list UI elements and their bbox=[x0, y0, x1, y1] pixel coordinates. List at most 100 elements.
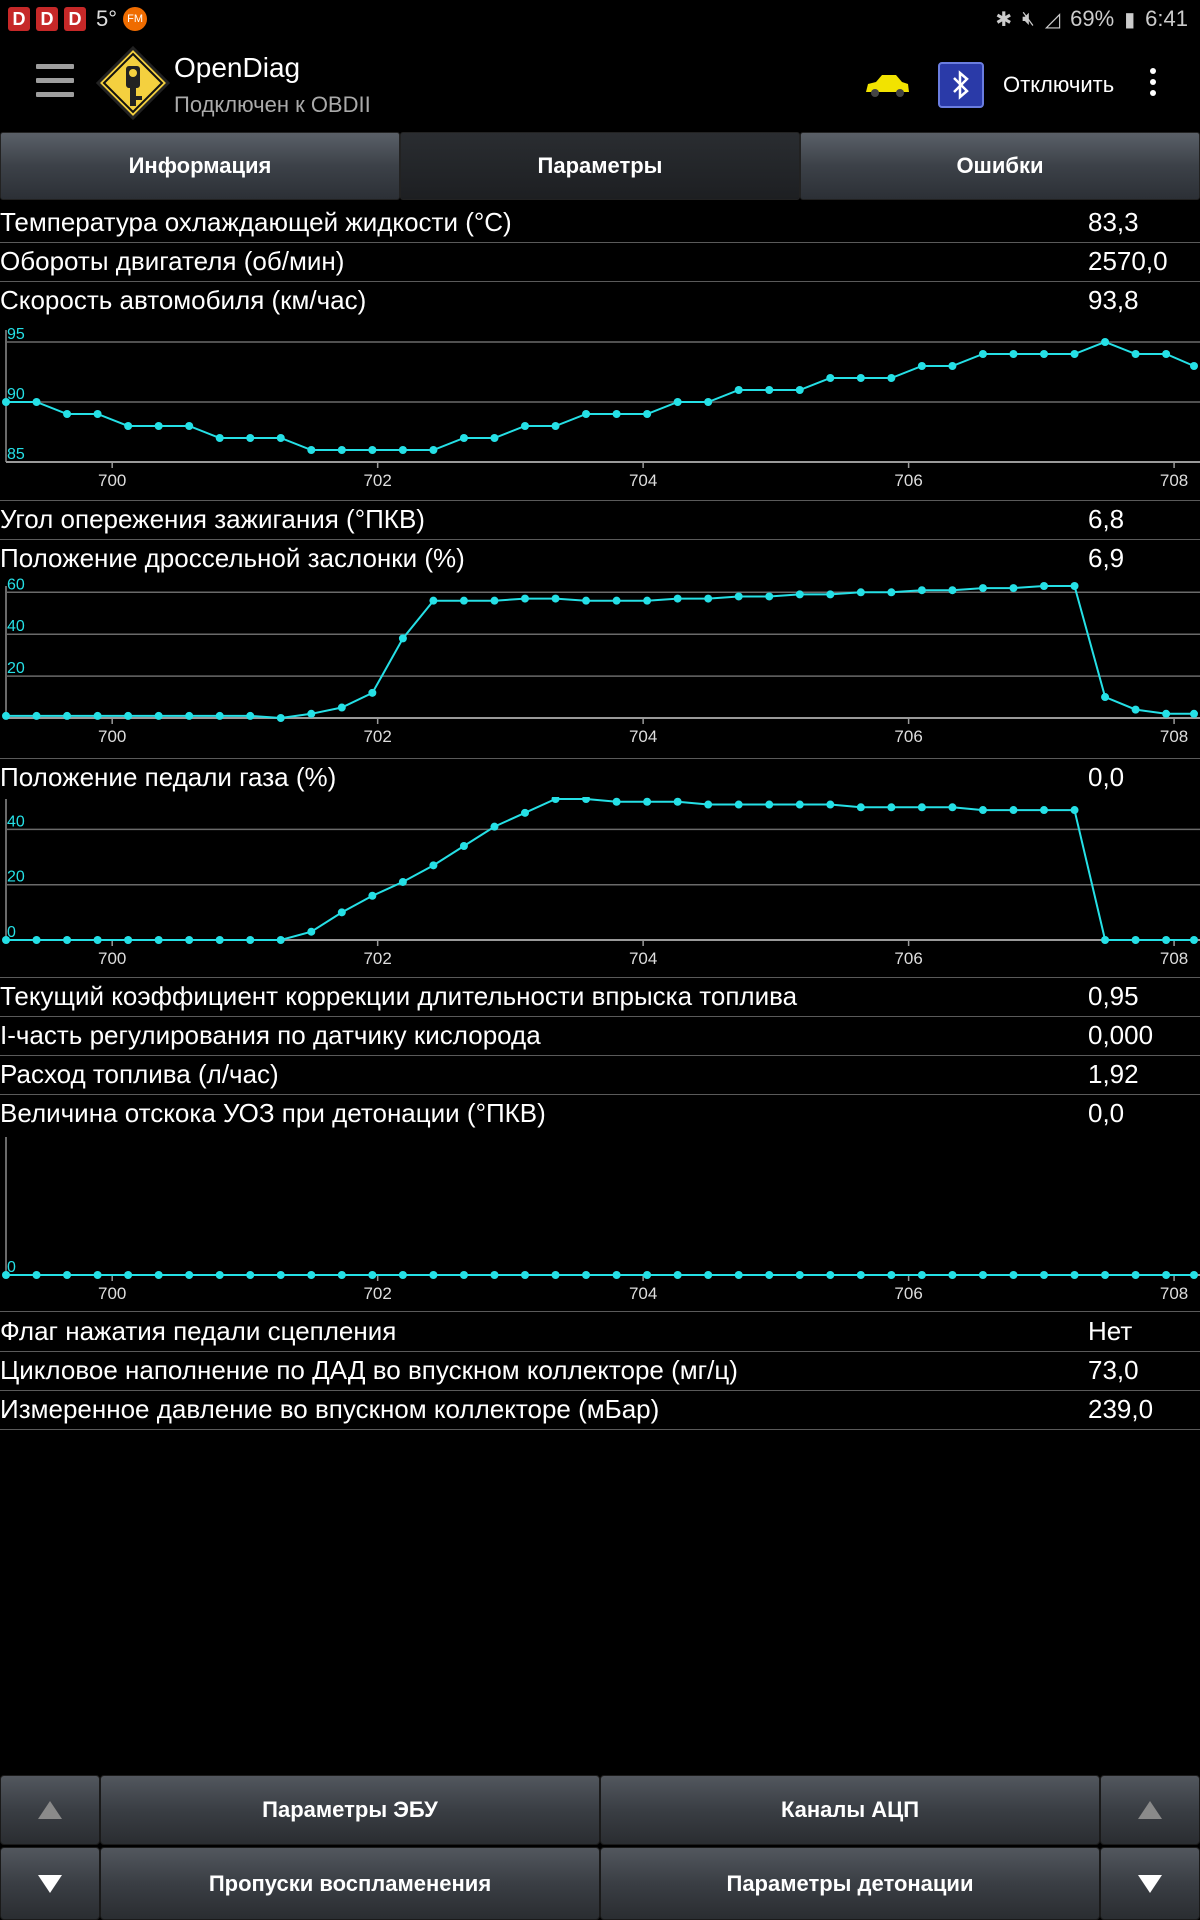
x-tick-label: 706 bbox=[894, 949, 922, 968]
disconnect-button[interactable]: Отключить bbox=[1003, 72, 1115, 97]
y-tick-label: 20 bbox=[7, 869, 25, 886]
data-point bbox=[368, 1271, 377, 1279]
param-row-injection-correction[interactable]: Текущий коэффициент коррекции длительнос… bbox=[0, 978, 1200, 1017]
param-label: Положение педали газа (%) bbox=[0, 762, 337, 792]
data-point bbox=[276, 714, 285, 722]
x-tick-label: 700 bbox=[98, 949, 126, 968]
data-point bbox=[734, 592, 743, 601]
data-point bbox=[795, 1271, 804, 1279]
car-icon[interactable] bbox=[862, 70, 912, 100]
data-point bbox=[917, 803, 926, 812]
tab-information[interactable]: Информация bbox=[0, 132, 400, 200]
tab-errors[interactable]: Ошибки bbox=[800, 132, 1200, 200]
param-value: 73,0 bbox=[1088, 1355, 1139, 1385]
param-row-throttle-position[interactable]: Положение дроссельной заслонки (%) 6,9 bbox=[0, 540, 1200, 578]
data-point bbox=[521, 422, 530, 430]
param-value: 0,95 bbox=[1088, 981, 1139, 1011]
data-point bbox=[246, 711, 255, 720]
data-point bbox=[215, 434, 224, 442]
param-row-engine-rpm[interactable]: Обороты двигателя (об/мин) 2570,0 bbox=[0, 243, 1200, 282]
x-tick-label: 708 bbox=[1160, 471, 1188, 490]
param-value: 1,92 bbox=[1088, 1059, 1139, 1089]
x-tick-label: 704 bbox=[629, 727, 657, 746]
param-label: Измеренное давление во впускном коллекто… bbox=[0, 1394, 660, 1424]
param-row-manifold-pressure[interactable]: Измеренное давление во впускном коллекто… bbox=[0, 1391, 1200, 1430]
y-tick-label: 0 bbox=[7, 924, 16, 941]
x-tick-label: 700 bbox=[98, 1284, 126, 1303]
notification-badge-icon: D bbox=[8, 7, 30, 31]
data-point bbox=[459, 842, 468, 850]
y-tick-label: 40 bbox=[7, 618, 25, 635]
bluetooth-icon[interactable] bbox=[938, 62, 984, 108]
data-point bbox=[1190, 362, 1198, 370]
data-point bbox=[704, 594, 713, 603]
param-row-gas-pedal[interactable]: Положение педали газа (%) 0,0 bbox=[0, 759, 1200, 797]
data-point bbox=[124, 936, 133, 944]
y-tick-label: 85 bbox=[7, 446, 25, 463]
ecu-params-button[interactable]: Параметры ЭБУ bbox=[100, 1775, 600, 1845]
data-point bbox=[1190, 1271, 1198, 1279]
data-point bbox=[521, 808, 530, 817]
data-point bbox=[307, 1271, 316, 1279]
param-row-fuel-consumption[interactable]: Расход топлива (л/час) 1,92 bbox=[0, 1056, 1200, 1095]
param-label: Положение дроссельной заслонки (%) bbox=[0, 543, 465, 573]
param-row-coolant-temp[interactable]: Температура охлаждающей жидкости (°С) 83… bbox=[0, 204, 1200, 243]
x-tick-label: 700 bbox=[98, 471, 126, 490]
knock-params-button[interactable]: Параметры детонации bbox=[600, 1847, 1100, 1920]
scroll-up-right-button[interactable] bbox=[1100, 1775, 1200, 1845]
x-tick-label: 706 bbox=[894, 727, 922, 746]
param-value: 93,8 bbox=[1088, 285, 1139, 315]
scroll-up-left-button[interactable] bbox=[0, 1775, 100, 1845]
x-tick-label: 708 bbox=[1160, 1284, 1188, 1303]
clock: 6:41 bbox=[1145, 6, 1188, 31]
data-point bbox=[826, 800, 835, 809]
data-point bbox=[2, 711, 10, 720]
data-point bbox=[154, 1271, 163, 1279]
param-label: Цикловое наполнение по ДАД во впускном к… bbox=[0, 1355, 738, 1385]
misfires-button[interactable]: Пропуски воспламенения bbox=[100, 1847, 600, 1920]
data-point bbox=[643, 596, 652, 605]
data-point bbox=[978, 806, 987, 815]
data-point bbox=[93, 410, 102, 418]
data-point bbox=[154, 422, 163, 430]
data-point bbox=[63, 711, 72, 720]
data-point bbox=[337, 446, 346, 454]
data-point bbox=[2, 1271, 10, 1279]
data-point bbox=[1009, 584, 1018, 593]
status-bar: D D D 5° FM ✱ 🔇︎ ◿ 69% ▮ 6:41 bbox=[0, 0, 1200, 38]
data-point bbox=[826, 590, 835, 599]
data-point bbox=[948, 1271, 957, 1279]
param-row-clutch-flag[interactable]: Флаг нажатия педали сцепления Нет bbox=[0, 1313, 1200, 1352]
data-point bbox=[276, 1271, 285, 1279]
battery-percent: 69% bbox=[1070, 6, 1115, 31]
data-point bbox=[643, 410, 652, 418]
scroll-down-right-button[interactable] bbox=[1100, 1847, 1200, 1920]
data-point bbox=[1131, 350, 1140, 358]
data-point bbox=[1131, 705, 1140, 714]
data-point bbox=[429, 596, 438, 605]
data-point bbox=[398, 634, 407, 643]
param-row-ignition-advance[interactable]: Угол опережения зажигания (°ПКВ) 6,8 bbox=[0, 501, 1200, 540]
param-row-knock-retard[interactable]: Величина отскока УОЗ при детонации (°ПКВ… bbox=[0, 1095, 1200, 1133]
param-row-vehicle-speed[interactable]: Скорость автомобиля (км/час) 93,8 bbox=[0, 282, 1200, 320]
data-point bbox=[1070, 350, 1079, 358]
menu-icon[interactable] bbox=[36, 64, 74, 104]
data-point bbox=[32, 1271, 41, 1279]
data-point bbox=[1040, 806, 1049, 815]
tab-parameters[interactable]: Параметры bbox=[400, 132, 800, 200]
data-point bbox=[612, 596, 621, 605]
data-point bbox=[765, 1271, 774, 1279]
knock-chart: 0 700 702 704 706 708 bbox=[0, 1133, 1200, 1312]
data-point bbox=[459, 596, 468, 605]
param-row-cyclic-filling[interactable]: Цикловое наполнение по ДАД во впускном к… bbox=[0, 1352, 1200, 1391]
x-tick-label: 702 bbox=[363, 1284, 391, 1303]
adc-channels-button[interactable]: Каналы АЦП bbox=[600, 1775, 1100, 1845]
scroll-down-left-button[interactable] bbox=[0, 1847, 100, 1920]
data-point bbox=[1070, 1271, 1079, 1279]
param-label: Обороты двигателя (об/мин) bbox=[0, 246, 345, 276]
data-point bbox=[1009, 1271, 1018, 1279]
param-row-oxygen-i-part[interactable]: I-часть регулирования по датчику кислоро… bbox=[0, 1017, 1200, 1056]
data-point bbox=[154, 936, 163, 944]
param-label: Температура охлаждающей жидкости (°С) bbox=[0, 207, 512, 237]
overflow-menu-icon[interactable] bbox=[1150, 68, 1160, 101]
